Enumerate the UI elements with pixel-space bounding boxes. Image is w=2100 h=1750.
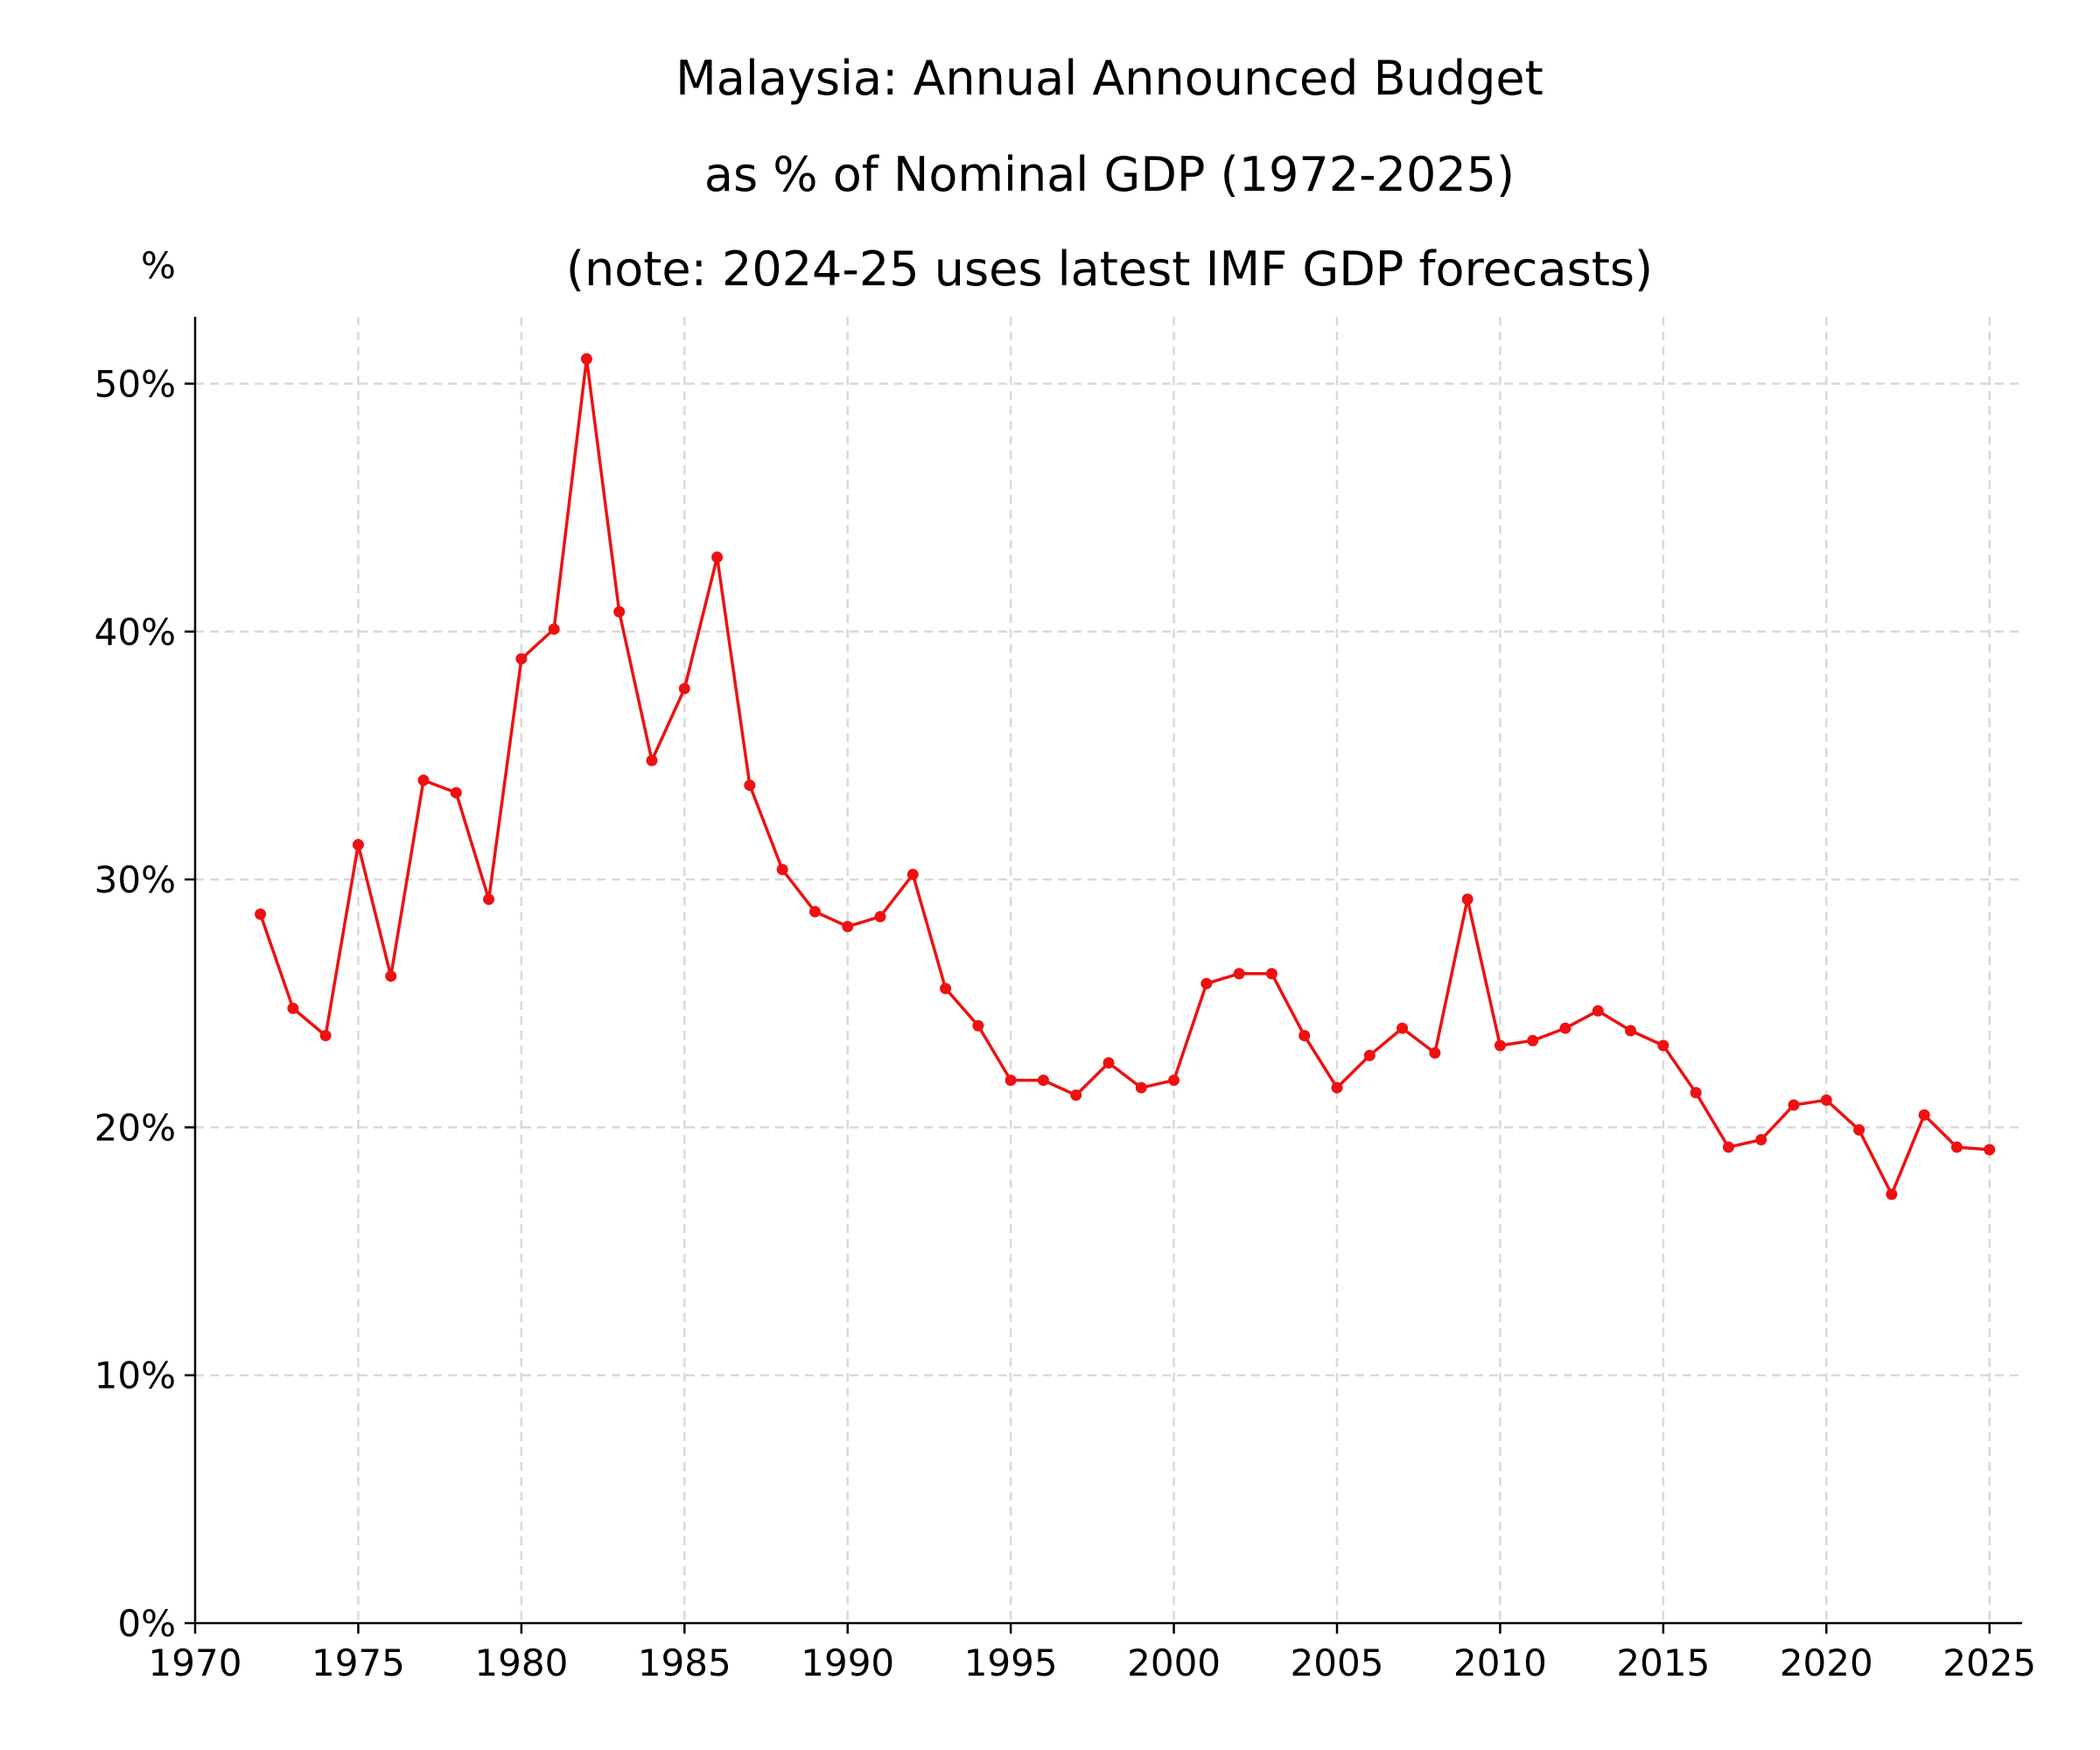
data-point-1997	[1070, 1089, 1082, 1102]
y-tick-label-40: 40%	[94, 611, 176, 654]
data-point-1989	[808, 906, 821, 918]
x-tick-label-1985: 1985	[638, 1642, 732, 1684]
data-point-2001	[1200, 977, 1213, 990]
data-point-2003	[1265, 968, 1278, 980]
data-point-2006	[1363, 1049, 1376, 1061]
x-tick-label-2025: 2025	[1942, 1642, 2036, 1684]
data-point-2025	[1984, 1144, 1996, 1156]
data-point-1982	[580, 353, 592, 365]
data-point-1985	[678, 682, 690, 695]
chart-title-line-1: Malaysia: Annual Announced Budget	[676, 51, 1544, 106]
data-point-2008	[1429, 1046, 1441, 1059]
data-point-1976	[385, 970, 397, 983]
data-point-1992	[906, 868, 919, 880]
data-point-1975	[352, 838, 364, 850]
data-point-2019	[1788, 1099, 1800, 1111]
data-point-2012	[1559, 1022, 1572, 1034]
data-point-2013	[1592, 1004, 1604, 1017]
chart-title-line-2: as % of Nominal GDP (1972-2025)	[704, 147, 1515, 202]
data-point-1979	[483, 893, 495, 906]
y-tick-label-0: 0%	[117, 1602, 176, 1645]
data-point-1988	[776, 864, 788, 876]
data-point-1987	[744, 779, 756, 791]
data-point-2015	[1657, 1040, 1670, 1052]
data-point-1991	[874, 911, 886, 923]
series-line-0	[258, 357, 1990, 1196]
x-tick-label-2010: 2010	[1453, 1642, 1547, 1684]
data-point-1999	[1135, 1082, 1147, 1094]
data-point-1995	[1004, 1074, 1017, 1087]
data-point-2005	[1331, 1082, 1343, 1094]
data-point-2021	[1853, 1124, 1866, 1136]
axes: 1970 1975 1980 1985 1990 1995 2000 2005 2010 2015…	[94, 317, 2036, 1684]
data-point-2002	[1233, 968, 1245, 980]
chart-title: Malaysia: Annual Announced Budget as % o…	[566, 51, 1653, 297]
gridlines	[195, 317, 2022, 1623]
data-point-1981	[548, 623, 560, 635]
data-series	[255, 353, 1996, 1200]
data-point-1980	[515, 653, 528, 665]
data-point-1973	[287, 1002, 299, 1014]
data-point-2007	[1396, 1022, 1409, 1034]
data-point-1978	[450, 787, 462, 799]
y-tick-label-20: 20%	[94, 1106, 176, 1149]
y-tick-label-50: 50%	[94, 362, 176, 405]
data-point-1977	[417, 774, 430, 787]
data-point-2010	[1494, 1040, 1506, 1052]
x-tick-label-2005: 2005	[1291, 1642, 1384, 1684]
x-tick-label-1975: 1975	[312, 1642, 405, 1684]
data-point-2020	[1820, 1094, 1832, 1106]
data-point-2004	[1298, 1030, 1311, 1042]
y-axis-unit-label: %	[141, 244, 176, 287]
data-point-1993	[940, 983, 952, 995]
x-tick-label-1990: 1990	[801, 1642, 894, 1684]
data-point-2009	[1461, 893, 1474, 906]
data-point-2017	[1722, 1141, 1734, 1153]
data-point-1974	[319, 1030, 332, 1042]
data-point-2016	[1690, 1087, 1702, 1099]
x-tick-label-1970: 1970	[149, 1642, 242, 1684]
data-point-1983	[613, 606, 626, 618]
data-point-2011	[1527, 1034, 1539, 1046]
data-point-2014	[1625, 1025, 1637, 1037]
data-point-1986	[711, 551, 724, 564]
data-point-1990	[842, 920, 854, 933]
data-point-2000	[1168, 1074, 1180, 1087]
data-point-1996	[1037, 1074, 1049, 1087]
y-tick-label-10: 10%	[94, 1354, 176, 1397]
data-point-2024	[1950, 1141, 1963, 1153]
data-point-2023	[1918, 1109, 1930, 1121]
data-point-1994	[972, 1019, 984, 1032]
x-tick-label-1980: 1980	[474, 1642, 568, 1684]
x-tick-label-2015: 2015	[1616, 1642, 1710, 1684]
chart-title-line-3: (note: 2024-25 uses latest IMF GDP forec…	[566, 242, 1653, 297]
data-point-1972	[255, 908, 267, 920]
data-point-2022	[1886, 1188, 1898, 1200]
y-tick-label-30: 30%	[94, 858, 176, 901]
data-point-2018	[1755, 1134, 1768, 1146]
data-point-1998	[1102, 1057, 1115, 1069]
x-tick-label-1995: 1995	[964, 1642, 1058, 1684]
x-tick-label-2020: 2020	[1780, 1642, 1873, 1684]
data-point-1984	[646, 754, 658, 766]
x-tick-label-2000: 2000	[1127, 1642, 1221, 1684]
